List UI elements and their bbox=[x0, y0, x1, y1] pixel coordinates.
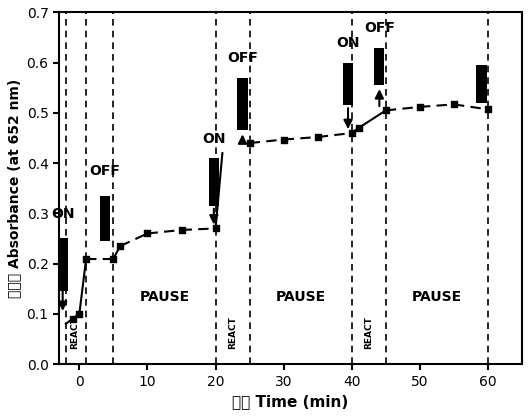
Text: REACT: REACT bbox=[364, 316, 373, 349]
Text: PAUSE: PAUSE bbox=[276, 290, 326, 304]
X-axis label: 时间 Time (min): 时间 Time (min) bbox=[232, 394, 349, 409]
Point bbox=[314, 134, 322, 140]
Point bbox=[245, 140, 254, 146]
Text: PAUSE: PAUSE bbox=[140, 290, 189, 304]
Bar bbox=[238, 78, 248, 131]
Point bbox=[279, 136, 288, 143]
Point bbox=[354, 125, 363, 131]
Text: REACT: REACT bbox=[228, 316, 237, 349]
Point bbox=[75, 310, 84, 317]
Point bbox=[68, 316, 77, 322]
Bar bbox=[477, 65, 487, 103]
Text: OFF: OFF bbox=[89, 164, 120, 178]
Point bbox=[177, 227, 186, 233]
Point bbox=[211, 225, 220, 232]
Text: ON: ON bbox=[202, 131, 225, 146]
Bar bbox=[58, 238, 68, 291]
Bar bbox=[374, 47, 385, 85]
Point bbox=[381, 107, 390, 114]
Point bbox=[109, 255, 117, 262]
Point bbox=[450, 101, 458, 108]
Y-axis label: 吸光度 Absorbance (at 652 nm): 吸光度 Absorbance (at 652 nm) bbox=[7, 79, 21, 298]
Text: OFF: OFF bbox=[364, 21, 395, 35]
Text: ON: ON bbox=[336, 36, 360, 50]
Bar bbox=[100, 196, 110, 241]
Text: OFF: OFF bbox=[227, 51, 258, 65]
Point bbox=[82, 255, 90, 262]
Point bbox=[484, 106, 492, 113]
Text: ON: ON bbox=[51, 207, 75, 221]
Point bbox=[116, 243, 124, 249]
Bar bbox=[343, 63, 353, 105]
Bar bbox=[209, 158, 219, 206]
Point bbox=[416, 104, 424, 110]
Point bbox=[348, 130, 356, 136]
Text: PAUSE: PAUSE bbox=[412, 290, 462, 304]
Point bbox=[143, 230, 152, 237]
Text: REACT: REACT bbox=[70, 316, 79, 349]
